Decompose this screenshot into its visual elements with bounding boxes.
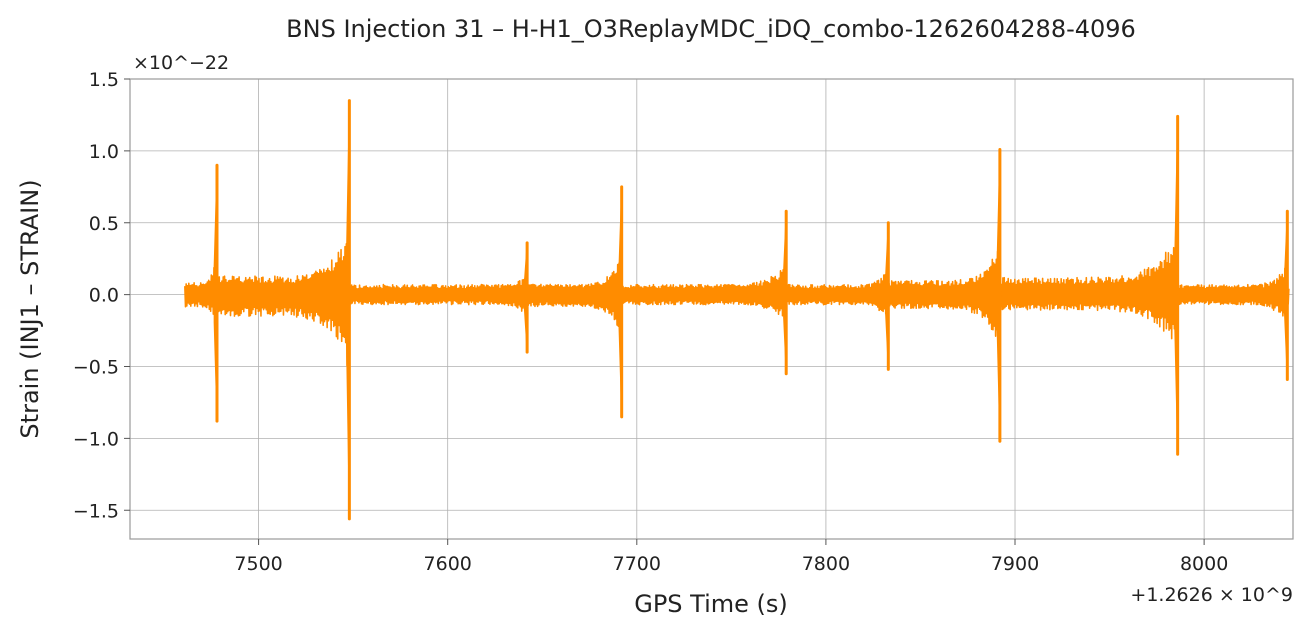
y-tick-label: 0.5 [89, 213, 119, 235]
injection-chirp [523, 242, 529, 353]
injection-chirp [1283, 211, 1289, 380]
injection-chirp [213, 165, 219, 422]
x-axis-label: GPS Time (s) [634, 590, 788, 618]
y-tick-label: −1.5 [73, 500, 119, 522]
injection-chirp [1174, 116, 1179, 455]
y-tick-label: 1.0 [89, 141, 119, 163]
x-offset-label: +1.2626 × 10^9 [1130, 584, 1293, 606]
chart-title: BNS Injection 31 – H-H1_O3ReplayMDC_iDQ_… [286, 15, 1136, 43]
y-tick-label: 1.5 [89, 69, 119, 91]
x-tick-label: 7900 [991, 553, 1039, 575]
y-scale-label: ×10^−22 [133, 52, 229, 74]
injection-chirp [782, 211, 788, 374]
y-tick-label: −1.0 [73, 428, 119, 450]
y-axis-label: Strain (INJ1 – STRAIN) [16, 179, 44, 438]
x-tick-label: 7700 [613, 553, 661, 575]
injection-chirp [996, 149, 1002, 442]
plot-area-frame [129, 78, 1294, 540]
series-strain [184, 99, 1290, 521]
y-tick-label: 0.0 [89, 285, 119, 307]
axis-ticks: 7500 7600 7700 7800 7900 8000 −1.5 −1.0 −0.5 0.0 0… [73, 69, 1228, 575]
injection-chirp [346, 100, 351, 519]
injection-chirp [618, 186, 623, 417]
injection-chirp [884, 222, 890, 370]
x-tick-label: 8000 [1180, 553, 1228, 575]
x-tick-label: 7800 [802, 553, 850, 575]
x-tick-label: 7500 [234, 553, 282, 575]
y-tick-label: −0.5 [73, 357, 119, 379]
x-tick-label: 7600 [424, 553, 472, 575]
series-line [184, 238, 1290, 370]
